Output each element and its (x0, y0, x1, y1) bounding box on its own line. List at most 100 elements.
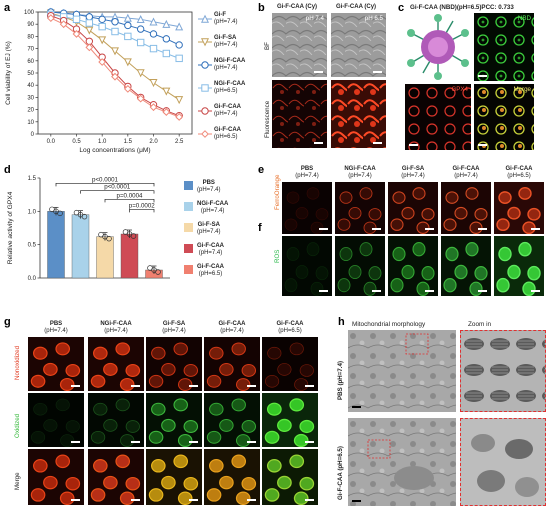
scale-bar (425, 290, 434, 292)
cell (421, 207, 435, 221)
condition-name: Gi-F-SA (162, 321, 186, 327)
scale-bar (305, 385, 314, 387)
cell-texture (90, 342, 141, 391)
data-point (123, 13, 132, 22)
cell (445, 191, 459, 204)
condition-name: Gi-F-CAA (218, 321, 246, 327)
cell (293, 491, 309, 505)
legend-swatch (184, 202, 193, 211)
legend-sublabel: (pH=6.5) (198, 270, 223, 277)
cell (443, 218, 457, 231)
bar (47, 211, 65, 279)
cell (474, 266, 488, 281)
cell (412, 187, 426, 200)
legend-sublabel: (pH=7.4) (214, 64, 238, 71)
cell (235, 491, 251, 505)
cell (498, 191, 512, 205)
data-point (123, 58, 132, 67)
h-row-gifcaa: Gi-F-CAA (pH=6.5) (337, 446, 344, 500)
c-gpx4-label: GPX4 (451, 86, 468, 93)
cell (103, 475, 118, 490)
condition-ph: (pH=7.4) (454, 173, 478, 179)
scale-bar (352, 500, 361, 502)
cell (392, 246, 406, 262)
cell (469, 221, 483, 234)
x-tick-label: 2.5 (175, 139, 184, 145)
panel-c-label: c (398, 2, 405, 14)
cell (65, 420, 80, 433)
data-point (175, 96, 184, 105)
cell (32, 346, 48, 360)
cell (43, 362, 58, 376)
cell (173, 454, 189, 469)
cell (183, 476, 199, 491)
data-point (59, 20, 68, 29)
cell (289, 454, 305, 469)
data-point (110, 47, 120, 56)
h-gifcaa-overview (348, 418, 456, 506)
x-tick-label: 0.5 (72, 139, 81, 145)
legend-symbol (201, 61, 209, 69)
data-point (85, 13, 94, 21)
scale-bar (352, 406, 361, 408)
cell (496, 218, 510, 232)
scale-bar (319, 228, 328, 230)
g-oxidized-image (262, 393, 318, 447)
data-point (123, 84, 132, 93)
series (46, 14, 184, 121)
scale-bar (131, 385, 140, 387)
cell (219, 418, 234, 432)
cell (92, 346, 108, 360)
cell (368, 266, 382, 281)
x-tick-label: 1.5 (124, 139, 133, 145)
data-point (85, 19, 94, 27)
scale-bar (372, 290, 381, 292)
cell (59, 377, 75, 391)
significance-bracket (55, 182, 155, 187)
cell (359, 242, 373, 257)
data-point (136, 38, 145, 47)
p-value-label: p=0.0004 (117, 192, 144, 199)
panel-f-label: f (258, 222, 262, 234)
cell (498, 246, 512, 262)
cell (295, 207, 309, 220)
cell (315, 266, 329, 281)
gpx4-legend: PBS (pH=7.4) NGi-F-CAA (pH=7.4) Gi-F-SA (pH=7… (184, 180, 252, 300)
nanoparticle-illustration (405, 13, 471, 81)
legend-sublabel: (pH=7.4) (197, 186, 221, 193)
cell (115, 454, 131, 469)
cell (183, 364, 199, 377)
condition-header: Gi-F-CAA (pH=7.4) (441, 166, 491, 180)
cell (264, 488, 280, 502)
f-ros-image (282, 236, 332, 296)
scale-bar (531, 290, 540, 292)
data-point (162, 19, 171, 28)
b-row-fluorescence: Fluorescence (264, 100, 271, 138)
cell-texture (390, 187, 435, 234)
data-point (136, 15, 145, 24)
b-bf-ph65: pH 6.5 (331, 13, 386, 77)
cell (339, 191, 353, 204)
legend-sublabel: (pH=6.5) (214, 87, 238, 94)
scale-bar (478, 75, 487, 77)
g-nonoxidized-image (28, 337, 84, 391)
condition-header: Gi-F-SA (pH=7.4) (148, 321, 200, 335)
panel-a-label: a (4, 2, 11, 14)
h-gifcaa-zoom (460, 418, 546, 506)
y-tick-label: 70 (27, 47, 34, 53)
cell (120, 434, 135, 447)
data-point (136, 69, 145, 78)
cell (401, 206, 415, 220)
scale-bar (247, 441, 256, 443)
legend-item: Gi-F-SA (pH=7.4) (184, 222, 252, 242)
condition-header: PBS (pH=7.4) (282, 166, 332, 180)
y-tick-label: 100 (24, 10, 35, 16)
g-row-oxidized: Oxidized (14, 413, 21, 438)
legend-swatch (184, 265, 193, 274)
legend-symbol (200, 14, 210, 23)
condition-name: Gi-F-CAA (505, 166, 533, 172)
data-point (111, 18, 119, 26)
g-nonoxidized-image (88, 337, 144, 391)
g-merge-image (146, 449, 202, 505)
panel-h-label: h (338, 316, 345, 328)
